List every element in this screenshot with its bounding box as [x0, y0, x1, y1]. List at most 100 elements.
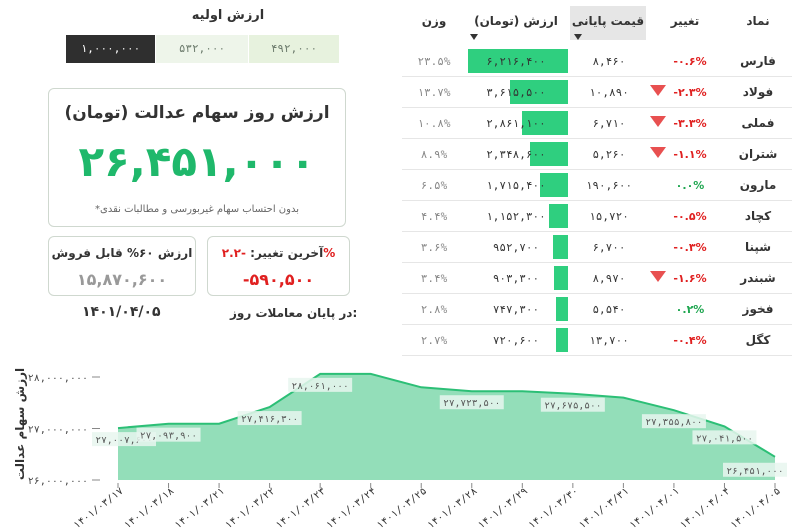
- value-bar: [530, 142, 568, 166]
- initial-value-option-1000000[interactable]: ۱,۰۰۰,۰۰۰: [66, 35, 155, 63]
- closing-price: ۱۰,۸۹۰: [589, 86, 629, 99]
- x-tick-label: ۱۴۰۱/۰۳/۲۴: [324, 486, 378, 531]
- closing-price: ۶,۷۱۰: [592, 117, 626, 130]
- chart-line: [117, 372, 776, 458]
- current-value: ۲۶,۴۵۱,۰۰۰: [78, 137, 316, 186]
- change-percent: -۲.۳%: [673, 86, 707, 99]
- table-row[interactable]: فملی -۳.۳% ۶,۷۱۰ ۲,۸۶۱,۱۰۰ ۱۰.۸%: [402, 108, 792, 139]
- down-triangle-icon: [650, 147, 666, 158]
- justice-share-value-card: ارزش روز سهام عدالت (تومان) ۲۶,۴۵۱,۰۰۰ *…: [48, 88, 346, 227]
- x-tick-label: ۱۴۰۱/۰۳/۲۱: [173, 486, 227, 531]
- value-bar: [554, 266, 568, 290]
- point-value-label: ۲۷,۰۰۷,۶۰۰: [95, 435, 152, 446]
- sellable-value-card: ارزش ۶۰% قابل فروش ۱۵,۸۷۰,۶۰۰: [48, 236, 196, 296]
- weight-percent: ۲.۸%: [420, 303, 448, 316]
- down-triangle-icon: [650, 85, 666, 96]
- last-change-value: -۵۹۰,۵۰۰: [242, 270, 315, 289]
- sellable-value: ۱۵,۸۷۰,۶۰۰: [76, 270, 168, 289]
- table-row[interactable]: کچاد -۰.۵% ۱۵,۷۲۰ ۱,۱۵۲,۳۰۰ ۴.۴%: [402, 201, 792, 232]
- column-header-value[interactable]: ارزش (تومان): [466, 6, 566, 40]
- value-bar: [510, 80, 568, 104]
- holding-value: ۲,۳۴۸,۶۰۰: [486, 148, 546, 161]
- change-percent: -۰.۴%: [673, 334, 707, 347]
- footnote: *بدون احتساب سهام غیربورسی و مطالبات نقد…: [95, 204, 299, 215]
- last-change-label: آخرین تغییر:: [250, 246, 324, 260]
- column-header-weight[interactable]: وزن: [421, 14, 447, 28]
- closing-price: ۵,۵۴۰: [592, 303, 626, 316]
- change-percent: ۰.۰%: [675, 179, 705, 192]
- column-header-symbol[interactable]: نماد: [746, 14, 770, 28]
- symbol-name: شتران: [738, 147, 778, 161]
- point-value-label: ۲۷,۰۴۱,۵۰۰: [696, 433, 753, 444]
- weight-percent: ۴.۴%: [420, 210, 448, 223]
- weight-percent: ۳.۴%: [420, 272, 448, 285]
- down-triangle-icon: [650, 116, 666, 127]
- table-row[interactable]: مارون ۰.۰% ۱۹۰,۶۰۰ ۱,۷۱۵,۴۰۰ ۶.۵%: [402, 170, 792, 201]
- closing-price: ۵,۲۶۰: [592, 148, 626, 161]
- symbol-name: مارون: [739, 178, 777, 192]
- initial-value-option-532000[interactable]: ۵۳۲,۰۰۰: [156, 35, 248, 63]
- value-bar: [549, 204, 568, 228]
- point-label-bg: [288, 377, 353, 392]
- x-tick-label: ۱۴۰۱/۰۴/۰۱: [628, 486, 682, 531]
- symbol-name: فارس: [740, 54, 776, 68]
- y-tick-label: ۲۶,۰۰۰,۰۰۰: [28, 476, 88, 487]
- change-percent: -۰.۳%: [673, 241, 707, 254]
- change-percent: -۱.۱%: [673, 148, 707, 161]
- value-bar: [468, 49, 568, 73]
- table-row[interactable]: شتران -۱.۱% ۵,۲۶۰ ۲,۳۴۸,۶۰۰ ۸.۹%: [402, 139, 792, 170]
- price-header-label: قیمت پایانی: [571, 14, 645, 28]
- x-tick-label: ۱۴۰۱/۰۳/۲۲: [223, 486, 277, 531]
- table-row[interactable]: فارس -۰.۶% ۸,۴۶۰ ۶,۲۱۶,۴۰۰ ۲۳.۵%: [402, 46, 792, 77]
- column-header-price[interactable]: قیمت پایانی: [570, 6, 646, 40]
- point-value-label: ۲۷,۳۵۵,۸۰۰: [645, 417, 702, 428]
- x-tick-label: ۱۴۰۱/۰۳/۲۹: [476, 486, 530, 531]
- weight-percent: ۱۰.۸%: [417, 117, 451, 130]
- weight-percent: ۸.۹%: [420, 148, 448, 161]
- table-row[interactable]: فولاد -۲.۳% ۱۰,۸۹۰ ۳,۶۱۵,۵۰۰ ۱۳.۷%: [402, 77, 792, 108]
- chart-area: [118, 373, 775, 480]
- last-change-label-row: آخرین تغییر: -۲.۲%: [208, 246, 349, 260]
- closing-price: ۱۳,۷۰۰: [589, 334, 629, 347]
- closing-price: ۸,۹۷۰: [592, 272, 626, 285]
- table-row[interactable]: کگل -۰.۴% ۱۳,۷۰۰ ۷۲۰,۶۰۰ ۲.۷%: [402, 325, 792, 356]
- holding-value: ۷۴۷,۳۰۰: [492, 303, 540, 316]
- down-triangle-icon: [650, 271, 666, 282]
- y-tick-label: ۲۷,۰۰۰,۰۰۰: [28, 425, 88, 436]
- holding-value: ۹۵۲,۷۰۰: [492, 241, 540, 254]
- table-row[interactable]: شپنا -۰.۳% ۶,۷۰۰ ۹۵۲,۷۰۰ ۳.۶%: [402, 232, 792, 263]
- last-change-percent: -۲.۲%: [221, 246, 336, 260]
- change-percent: -۱.۶%: [673, 272, 707, 285]
- change-percent: -۰.۵%: [673, 210, 707, 223]
- point-label-bg: [439, 395, 504, 410]
- value-bar: [556, 297, 568, 321]
- value-bar: [553, 235, 568, 259]
- column-header-change[interactable]: تغییر: [670, 14, 700, 28]
- change-percent: -۰.۶%: [673, 55, 707, 68]
- point-label-bg: [237, 411, 302, 426]
- point-label-bg: [723, 462, 787, 477]
- symbol-name: شپنا: [744, 240, 772, 254]
- trading-date: ۱۴۰۱/۰۴/۰۵: [82, 304, 161, 320]
- weight-percent: ۱۳.۷%: [417, 86, 451, 99]
- initial-value-option-492000[interactable]: ۴۹۲,۰۰۰: [249, 35, 339, 63]
- value-header-label: ارزش (تومان): [474, 14, 558, 28]
- table-row[interactable]: شبندر -۱.۶% ۸,۹۷۰ ۹۰۳,۳۰۰ ۳.۴%: [402, 263, 792, 294]
- weight-percent: ۶.۵%: [420, 179, 448, 192]
- symbol-name: فملی: [741, 116, 775, 130]
- point-value-label: ۲۷,۶۷۵,۵۰۰: [544, 401, 601, 412]
- x-tick-label: ۱۴۰۱/۰۴/۰۵: [729, 486, 783, 531]
- y-tick-label: ۲۸,۰۰۰,۰۰۰: [28, 373, 88, 384]
- weight-percent: ۲.۷%: [420, 334, 448, 347]
- value-history-chart: ۲۶,۰۰۰,۰۰۰ ۲۷,۰۰۰,۰۰۰ ۲۸,۰۰۰,۰۰۰ ۲۷,۰۰۷,۶۰۰…: [28, 372, 787, 531]
- closing-price: ۱۵,۷۲۰: [589, 210, 629, 223]
- holding-value: ۷۲۰,۶۰۰: [492, 334, 540, 347]
- weight-percent: ۳.۶%: [420, 241, 448, 254]
- card-title: ارزش روز سهام عدالت (تومان): [64, 103, 330, 123]
- x-tick-label: ۱۴۰۱/۰۳/۱۸: [122, 486, 176, 531]
- point-value-label: ۲۸,۰۶۱,۰۰۰: [292, 381, 349, 392]
- x-tick-label: ۱۴۰۱/۰۴/۰۴: [678, 486, 732, 531]
- table-row[interactable]: فخوز ۰.۲% ۵,۵۴۰ ۷۴۷,۳۰۰ ۲.۸%: [402, 294, 792, 325]
- holding-value: ۱,۱۵۲,۳۰۰: [486, 210, 546, 223]
- closing-price: ۸,۴۶۰: [592, 55, 626, 68]
